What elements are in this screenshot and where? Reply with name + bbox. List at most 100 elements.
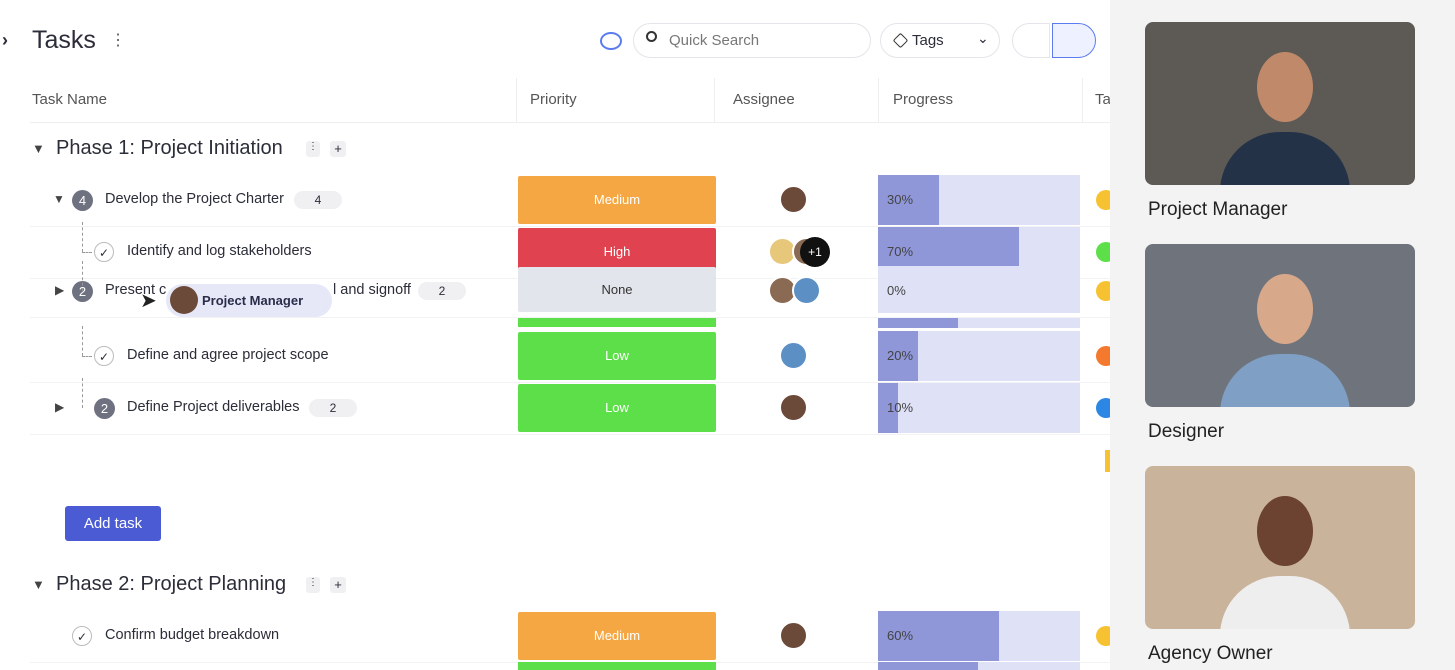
add-task-label: Add task [83,515,143,532]
priority-label: High [603,244,631,259]
assignee-avatar[interactable] [779,185,808,214]
subtask-badge: 4 [294,191,342,209]
extra-assignees[interactable]: +1 [800,237,830,267]
add-task-button[interactable]: Add task [65,506,161,541]
row-line [30,434,1110,435]
expand-arrow[interactable]: ▶ [55,283,65,297]
assignee-avatar[interactable] [779,341,808,370]
row-line [30,382,1110,383]
task-name[interactable]: Define Project deliverables [127,399,300,415]
progress-partial [878,662,1080,670]
progress-label: 70% [887,244,914,259]
cursor-name: Project Manager [202,293,304,308]
dropdown-arrow: ⌄ [977,30,989,46]
person-body [1220,576,1350,629]
task-check[interactable]: ✓ [72,626,92,646]
priority-cell-partial [518,662,716,670]
person-head [1257,52,1313,122]
task-check[interactable]: ✓ [94,346,114,366]
video-label: Project Manager [1148,199,1288,220]
collapse-arrow[interactable]: ▼ [32,577,45,592]
person-body [1220,354,1350,407]
progress-bg [878,383,1080,433]
task-name[interactable]: Present c [105,282,167,298]
cursor-label: Project Manager [166,284,332,317]
search-placeholder: Quick Search [669,32,760,49]
subtask-badge: 2 [418,282,466,300]
column-header: Assignee [733,91,795,108]
subtask-count: 2 [94,398,115,419]
progress-label: 20% [887,348,914,363]
column-header: Task Name [32,91,108,108]
assignee-avatar[interactable] [779,393,808,422]
row-line [30,317,1110,318]
priority-label: Medium [593,628,641,643]
tags-label: Tags [912,32,944,49]
priority-cell[interactable]: Medium [518,612,716,660]
progress-bg [878,266,1080,313]
tree-line [82,261,83,291]
priority-cell-partial [518,318,716,327]
progress-fill [878,175,939,225]
tree-branch [82,252,92,253]
tag-partial [1105,450,1110,472]
tag-icon [892,32,909,49]
cursor-avatar [170,286,198,314]
column-divider [878,78,879,122]
video-tile [1145,466,1415,629]
column-divider [516,78,517,122]
progress-fill [878,611,1000,661]
menu-dots[interactable]: ⋮ [110,32,126,49]
column-divider [1082,78,1083,122]
subtask-count: 2 [72,281,93,302]
video-tile [1145,22,1415,185]
user-view-btn[interactable] [1012,23,1050,58]
progress-partial [878,318,1080,328]
tree-line [82,222,83,252]
column-header: Ta [1095,91,1111,108]
search-icon [646,31,657,42]
team-view-btn[interactable] [1052,23,1096,58]
priority-cell[interactable]: Low [518,384,716,432]
task-name-rest[interactable]: l and signoff [333,282,411,298]
page-title: Tasks [32,26,96,54]
collapse-arrow[interactable]: ▼ [32,141,45,156]
assignee-avatar[interactable] [792,276,821,305]
task-check[interactable]: ✓ [94,242,114,262]
task-name[interactable]: Confirm budget breakdown [105,627,280,643]
priority-label: Low [605,348,629,363]
expand-arrow[interactable]: ▶ [55,400,65,414]
assignee-avatar[interactable] [779,621,808,650]
task-name[interactable]: Develop the Project Charter [105,191,284,207]
tree-line [82,378,83,408]
column-divider [714,78,715,122]
sidebar-toggle[interactable]: › [2,30,8,50]
phase-add[interactable]: + [330,141,346,157]
cursor: ➤ [140,290,157,312]
tags-filter[interactable]: Tags ⌄ [880,23,1000,58]
column-header: Priority [530,91,577,108]
tree-branch [82,356,92,357]
priority-label: Low [605,400,629,415]
progress-label: 10% [887,400,914,415]
expand-arrow[interactable]: ▼ [53,192,65,206]
phase-menu[interactable]: ⋮ [306,577,320,593]
phase-menu[interactable]: ⋮ [306,141,320,157]
phase-add[interactable]: + [330,577,346,593]
progress-fill [878,383,899,433]
priority-cell[interactable]: Low [518,332,716,380]
comment-icon[interactable] [600,32,622,50]
phase-title: Phase 2: Project Planning [56,573,287,595]
video-tile [1145,244,1415,407]
search-box[interactable]: Quick Search [633,23,871,58]
task-name[interactable]: Identify and log stakeholders [127,243,312,259]
task-name[interactable]: Define and agree project scope [127,347,329,363]
person-head [1257,496,1313,566]
progress-fill [878,331,919,381]
priority-cell[interactable]: None [518,267,716,312]
row-line [30,226,1110,227]
progress-label: 30% [887,192,914,207]
priority-cell[interactable]: Medium [518,176,716,224]
priority-label: Medium [593,192,641,207]
tree-line [82,326,83,356]
